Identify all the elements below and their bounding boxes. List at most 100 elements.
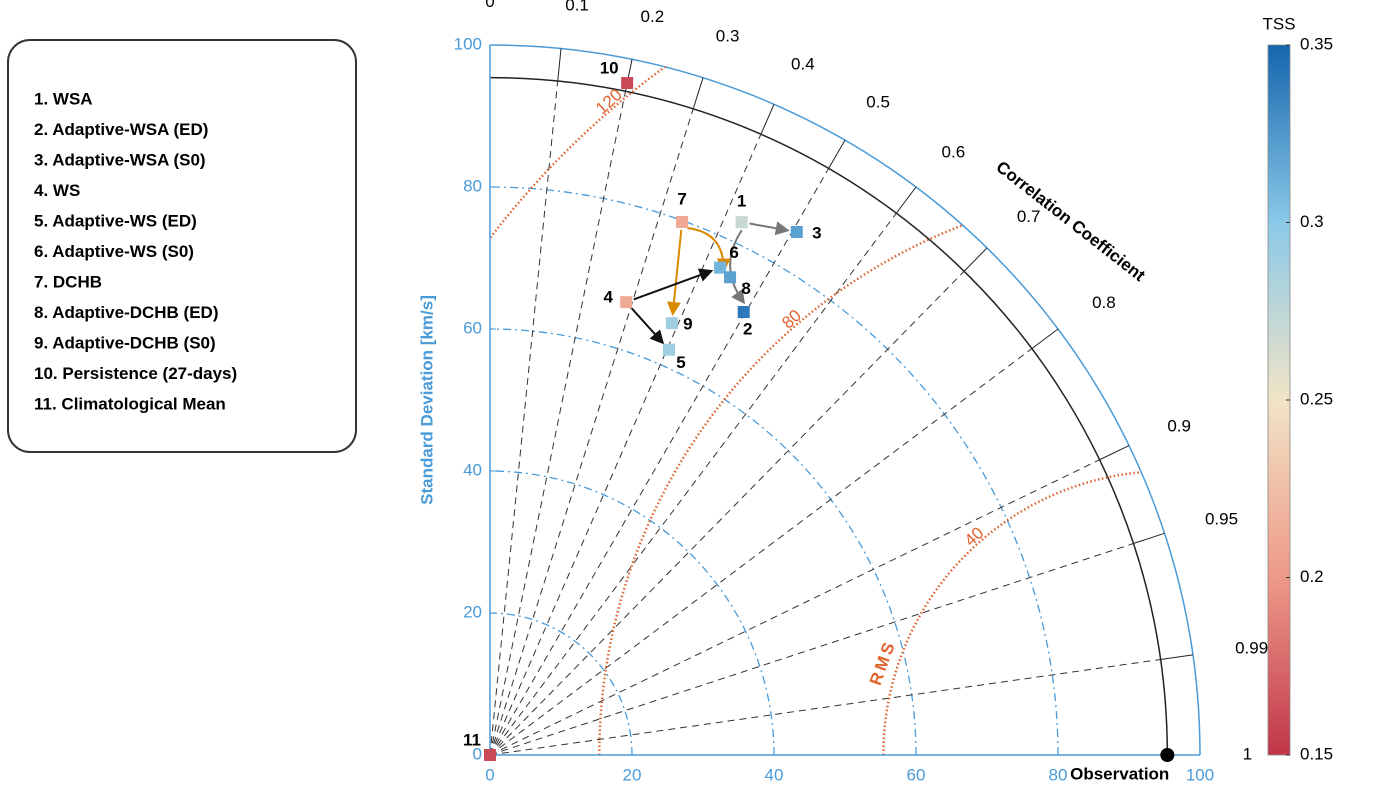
- data-point: [737, 306, 750, 319]
- std-circle: [489, 186, 1059, 756]
- corr-tick-label: 0.5: [866, 93, 890, 112]
- corr-tick-label: 0.2: [641, 7, 665, 26]
- corr-ray: [489, 81, 559, 756]
- arrow: [630, 307, 665, 345]
- rms-contour: [882, 469, 1200, 755]
- std-circle: [489, 470, 775, 756]
- corr-tick-label: 0.8: [1092, 293, 1116, 312]
- point-label: 3: [812, 223, 821, 242]
- corr-ray: [489, 543, 1134, 756]
- corr-tick-label: 1: [1243, 744, 1252, 763]
- legend-entry: 7. DCHB: [34, 272, 102, 291]
- data-point: [484, 749, 496, 761]
- corr-tick-label: 0: [485, 0, 494, 11]
- corr-tick: [828, 139, 846, 169]
- corr-tick: [963, 247, 988, 272]
- y-tick-label: 100: [454, 34, 482, 53]
- corr-tick-label: 0.99: [1235, 638, 1268, 657]
- y-tick-label: 80: [463, 176, 482, 195]
- rms-label: 40: [961, 523, 988, 550]
- corr-ray: [489, 212, 897, 756]
- data-point: [621, 76, 634, 89]
- data-point: [620, 296, 633, 309]
- colorbar-tick-label: 0.25: [1300, 389, 1333, 408]
- rms-contour: [490, 45, 1200, 755]
- point-label: 4: [603, 288, 613, 307]
- legend-entry: 6. Adaptive-WS (S0): [34, 242, 194, 261]
- legend-entry: 3. Adaptive-WSA (S0): [34, 150, 206, 169]
- corr-tick-label: 0.6: [942, 142, 966, 161]
- corr-tick-label: 0.3: [716, 27, 740, 46]
- corr-tick-label: 0.9: [1167, 416, 1191, 435]
- data-point: [724, 271, 737, 284]
- legend-entry: 5. Adaptive-WS (ED): [34, 211, 197, 230]
- data-point: [665, 317, 678, 330]
- corr-tick: [896, 186, 917, 214]
- point-label: 8: [741, 279, 750, 298]
- data-point: [676, 215, 689, 228]
- data-point: [790, 226, 803, 239]
- point-label: 5: [676, 353, 685, 372]
- y-tick-label: 0: [473, 744, 482, 763]
- observation-point: [1160, 748, 1175, 762]
- legend-entry: 2. Adaptive-WSA (ED): [34, 120, 208, 139]
- corr-tick: [1133, 532, 1165, 544]
- corr-ray: [489, 134, 762, 756]
- corr-tick: [1031, 328, 1059, 349]
- point-label: 10: [600, 58, 619, 77]
- y-tick-label: 60: [463, 318, 482, 337]
- corr-tick-label: 0.1: [565, 0, 589, 15]
- point-label: 11: [463, 730, 481, 749]
- point-label: 6: [729, 243, 738, 262]
- x-tick-label: 60: [907, 765, 926, 784]
- corr-tick-label: 0.95: [1205, 509, 1238, 528]
- data-point: [662, 343, 675, 356]
- data-point: [735, 216, 748, 229]
- corr-ray: [489, 168, 830, 756]
- corr-ray: [489, 270, 965, 756]
- legend-entry: 8. Adaptive-DCHB (ED): [34, 303, 219, 322]
- std-circle: [489, 328, 917, 756]
- x-tick-label: 40: [765, 765, 784, 784]
- corr-tick: [692, 77, 704, 110]
- corr-tick: [1160, 654, 1193, 660]
- data-point: [714, 261, 727, 274]
- colorbar-tick-label: 0.35: [1300, 34, 1333, 53]
- colorbar-title: TSS: [1262, 14, 1295, 33]
- legend-entry: 4. WS: [34, 181, 80, 200]
- x-tick-label: 100: [1186, 765, 1214, 784]
- colorbar-tick-label: 0.2: [1300, 567, 1324, 586]
- corr-tick-label: 0.4: [791, 55, 815, 74]
- arrow: [749, 221, 790, 236]
- rms-group: [490, 45, 1200, 755]
- legend-entry: 11. Climatological Mean: [34, 394, 226, 413]
- y-axis-title: Standard Deviation [km/s]: [417, 295, 436, 505]
- outer-circle: [489, 44, 1201, 756]
- legend-entry: 1. WSA: [34, 89, 93, 108]
- legend-box: [7, 39, 357, 453]
- corr-ray: [489, 459, 1100, 756]
- legend-entry: 10. Persistence (27-days): [34, 364, 237, 383]
- legend-entry: 9. Adaptive-DCHB (S0): [34, 333, 216, 352]
- arrow: [666, 229, 683, 316]
- corr-ray: [489, 91, 626, 756]
- std-circle: [489, 612, 633, 756]
- observation-label: Observation: [1070, 764, 1169, 783]
- point-label: 1: [737, 192, 746, 211]
- x-tick-label: 80: [1049, 765, 1068, 784]
- colorbar-tick-label: 0.15: [1300, 744, 1333, 763]
- point-label: 2: [743, 320, 752, 339]
- corr-tick: [760, 104, 775, 135]
- x-tick-label: 20: [623, 765, 642, 784]
- y-tick-label: 20: [463, 602, 482, 621]
- y-tick-label: 40: [463, 460, 482, 479]
- x-tick-label: 0: [485, 765, 494, 784]
- point-label: 9: [683, 315, 692, 334]
- corr-ray: [489, 108, 694, 756]
- corr-tick-label: 0.7: [1017, 207, 1041, 226]
- corr-ray: [489, 658, 1161, 756]
- arrow: [633, 268, 714, 301]
- corr-tick: [557, 48, 562, 82]
